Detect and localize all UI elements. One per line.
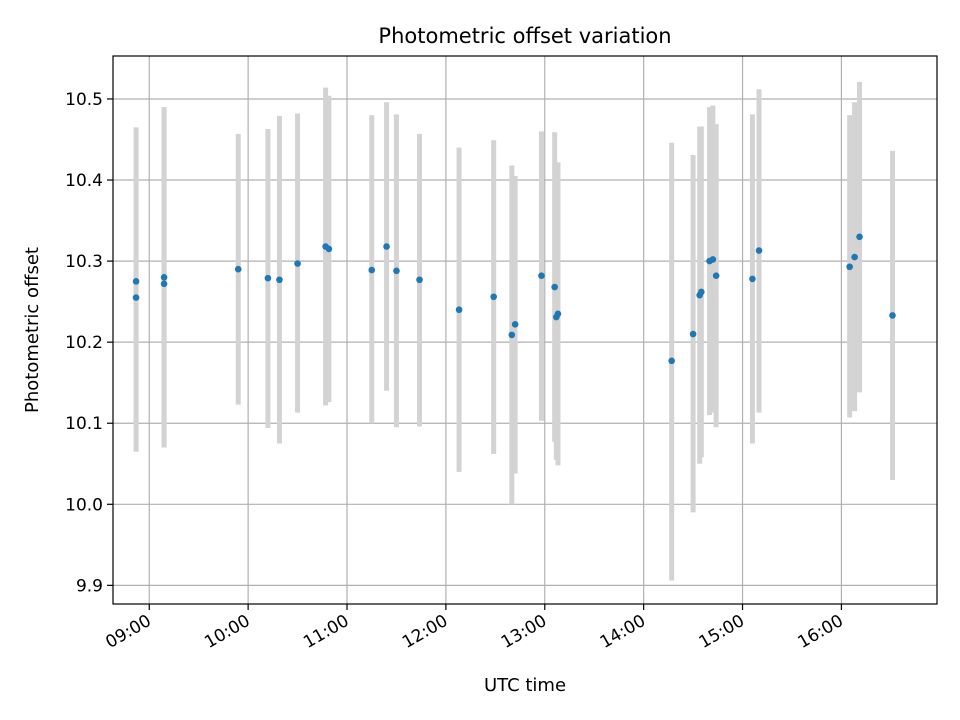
- chart-title: Photometric offset variation: [378, 24, 671, 48]
- data-point: [846, 263, 853, 271]
- data-point: [511, 321, 519, 328]
- data-point: [160, 274, 168, 281]
- data-point: [490, 293, 497, 301]
- data-point: [368, 266, 376, 274]
- grid-lines: [113, 56, 937, 604]
- y-tick-label: 10.4: [65, 171, 103, 191]
- data-point: [132, 294, 140, 301]
- y-tick-label: 10.0: [65, 495, 103, 515]
- y-axis-label: Photometric offset: [22, 247, 43, 413]
- data-point: [668, 357, 675, 365]
- data-point: [416, 276, 423, 284]
- data-point: [325, 245, 333, 253]
- y-tick-label: 10.2: [65, 333, 103, 353]
- data-point: [276, 276, 283, 284]
- y-tick-label: 9.9: [76, 576, 103, 596]
- data-point: [234, 265, 242, 273]
- data-point: [455, 306, 463, 314]
- data-point: [551, 283, 558, 291]
- data-point: [264, 274, 272, 282]
- data-points: [132, 233, 896, 365]
- data-point: [538, 272, 545, 279]
- data-point: [709, 256, 717, 263]
- data-point: [698, 288, 705, 296]
- data-point: [851, 253, 858, 261]
- data-point: [755, 247, 763, 254]
- data-point: [712, 272, 720, 279]
- y-tick-label: 10.5: [65, 90, 103, 110]
- data-point: [383, 243, 390, 250]
- data-point: [749, 275, 756, 283]
- y-axis: 9.9 10.0 10.1 10.2 10.3 10.4 10.5: [65, 90, 113, 596]
- plot-frame: [112, 55, 938, 605]
- y-tick-label: 10.1: [65, 414, 103, 434]
- data-point: [160, 280, 168, 288]
- y-tick-label: 10.3: [65, 252, 103, 272]
- data-point: [393, 267, 400, 275]
- data-point: [508, 331, 516, 339]
- x-axis-label: UTC time: [484, 675, 566, 696]
- data-point: [889, 312, 896, 319]
- data-point: [856, 233, 863, 241]
- data-point: [132, 278, 140, 285]
- data-point: [554, 310, 562, 318]
- data-point: [294, 260, 301, 267]
- data-point: [689, 330, 697, 338]
